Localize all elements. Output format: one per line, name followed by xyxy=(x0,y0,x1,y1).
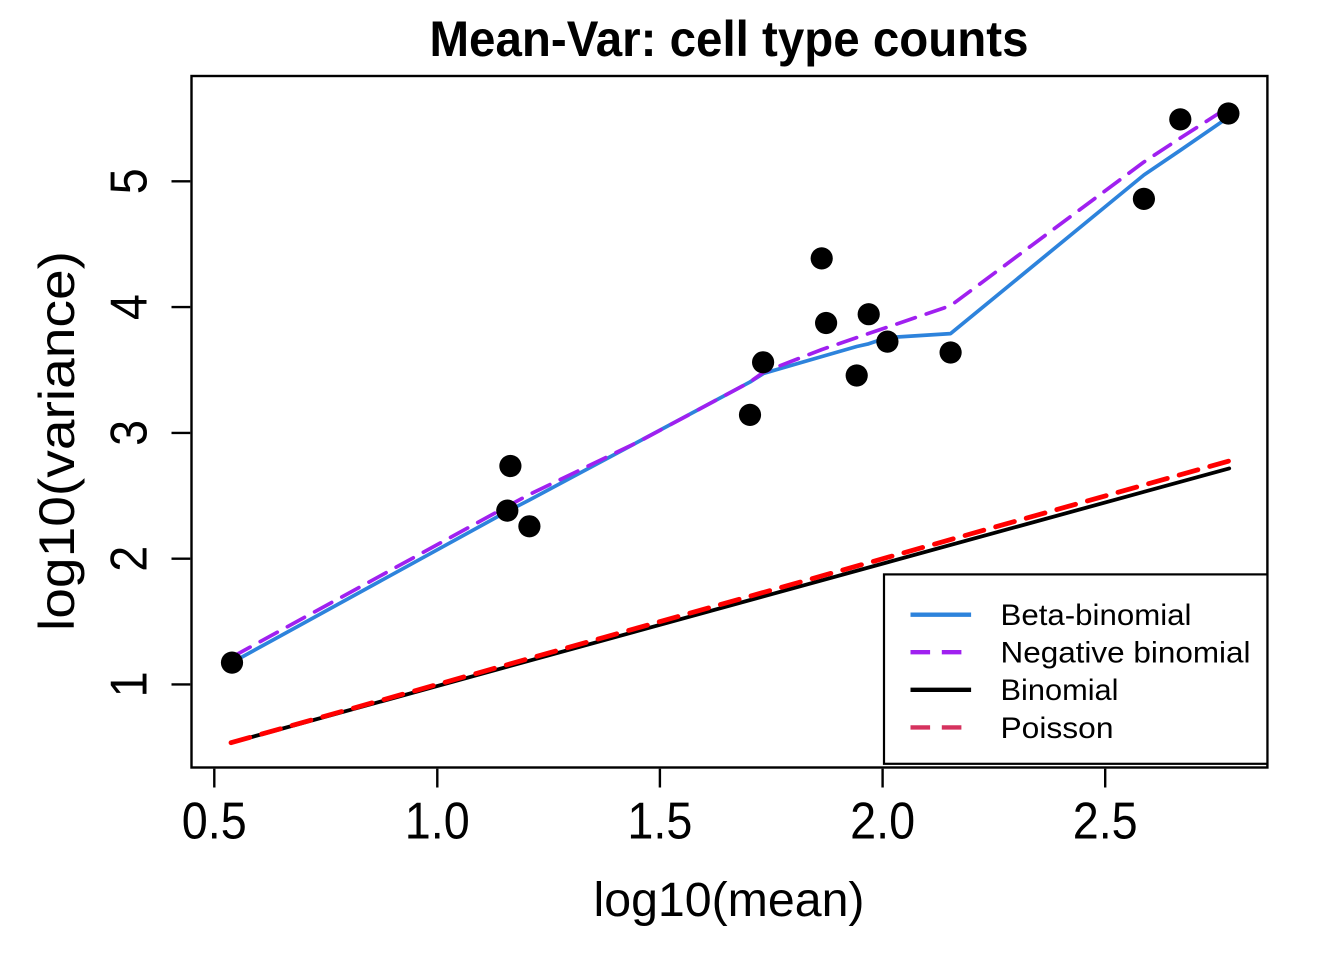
svg-text:log10(variance): log10(variance) xyxy=(29,251,85,631)
svg-text:1.5: 1.5 xyxy=(627,791,692,849)
svg-text:1: 1 xyxy=(100,671,158,697)
svg-text:2.0: 2.0 xyxy=(850,791,915,849)
svg-text:2: 2 xyxy=(100,546,158,572)
svg-text:0.5: 0.5 xyxy=(182,791,247,849)
svg-text:Negative binomial: Negative binomial xyxy=(1001,637,1251,670)
svg-text:Poisson: Poisson xyxy=(1001,712,1114,745)
svg-text:2.5: 2.5 xyxy=(1073,791,1138,849)
svg-text:1.0: 1.0 xyxy=(405,791,470,849)
svg-text:5: 5 xyxy=(100,168,158,194)
svg-text:Mean-Var: cell type counts: Mean-Var: cell type counts xyxy=(430,10,1029,67)
svg-text:Beta-binomial: Beta-binomial xyxy=(1001,599,1192,632)
svg-text:3: 3 xyxy=(100,420,158,446)
svg-text:log10(mean): log10(mean) xyxy=(594,873,865,927)
svg-text:4: 4 xyxy=(100,294,158,320)
svg-text:Binomial: Binomial xyxy=(1001,674,1119,707)
